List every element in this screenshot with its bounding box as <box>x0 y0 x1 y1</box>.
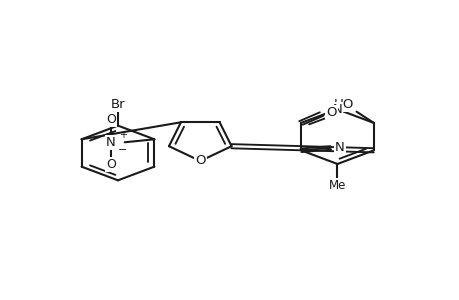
Text: N: N <box>332 103 341 116</box>
Text: O: O <box>106 113 116 127</box>
Text: Me: Me <box>328 179 345 192</box>
Text: O: O <box>106 158 116 171</box>
Text: O: O <box>326 106 336 119</box>
Text: O: O <box>195 154 205 167</box>
Text: −: − <box>118 145 127 155</box>
Text: +: + <box>118 130 127 140</box>
Text: Br: Br <box>111 98 125 111</box>
Text: N: N <box>334 141 344 154</box>
Text: N: N <box>106 136 116 149</box>
Text: HO: HO <box>333 98 353 111</box>
